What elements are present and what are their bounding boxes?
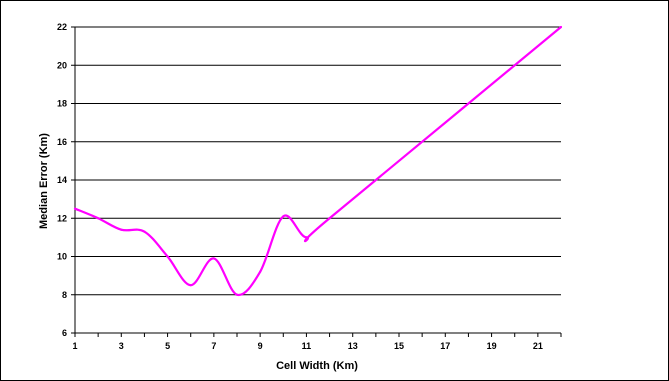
x-tick-label: 3 <box>119 341 124 351</box>
series-line-0 <box>74 26 562 297</box>
x-tick-label: 17 <box>440 341 450 351</box>
grid-lines <box>75 26 561 296</box>
data-point <box>166 255 169 258</box>
data-point <box>259 270 262 273</box>
y-tick-label: 12 <box>57 213 67 223</box>
x-tick-label: 15 <box>394 341 404 351</box>
data-point <box>143 230 146 233</box>
data-point <box>97 217 100 220</box>
x-tick-label: 13 <box>348 341 358 351</box>
data-point <box>212 257 215 260</box>
y-tick-label: 16 <box>57 137 67 147</box>
y-tick-label: 22 <box>57 22 67 32</box>
axes <box>71 26 562 337</box>
data-point <box>328 217 331 220</box>
data-point <box>189 284 192 287</box>
data-point <box>235 293 239 296</box>
x-tick-label: 9 <box>258 341 263 351</box>
x-tick-label: 7 <box>211 341 216 351</box>
data-point <box>305 236 308 239</box>
series-layer <box>73 25 563 297</box>
data-point <box>120 228 123 231</box>
x-tick-labels: 1 3 5 7 9 11 13 15 17 19 21 <box>72 341 542 351</box>
y-tick-label: 8 <box>62 290 67 300</box>
y-tick-label: 10 <box>57 252 67 262</box>
x-tick-label: 19 <box>487 341 497 351</box>
y-tick-label: 20 <box>57 60 67 70</box>
x-tick-label: 21 <box>533 341 543 351</box>
y-tick-labels: 6 8 10 12 14 16 18 20 22 <box>57 22 67 338</box>
y-tick-label: 18 <box>57 99 67 109</box>
x-axis-title: Cell Width (Km) <box>276 360 358 372</box>
y-tick-label: 6 <box>62 328 67 338</box>
y-tick-label: 14 <box>57 175 67 185</box>
y-axis-title: Median Error (Km) <box>38 133 50 229</box>
x-tick-label: 5 <box>165 341 170 351</box>
x-tick-label: 11 <box>302 341 312 351</box>
x-tick-label: 1 <box>72 341 77 351</box>
data-point <box>559 25 563 29</box>
data-point <box>73 207 77 210</box>
data-point <box>282 215 285 218</box>
